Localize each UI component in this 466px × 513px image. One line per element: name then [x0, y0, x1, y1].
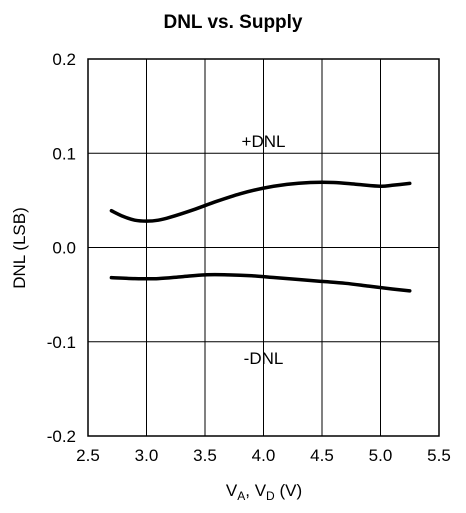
x-tick-label: 4.5 [310, 446, 334, 465]
x-axis-label-sub-d: D [266, 489, 275, 503]
x-axis-label-unit: (V) [275, 481, 302, 500]
y-tick-label: 0.2 [52, 50, 76, 69]
y-axis-label: DNL (LSB) [10, 207, 29, 289]
y-tick-labels: 0.2 0.1 0.0 -0.1 -0.2 [47, 50, 76, 446]
annotation-label: +DNL [242, 132, 286, 151]
y-tick-label: -0.1 [47, 333, 76, 352]
x-axis-label-sep: , [245, 481, 254, 500]
chart-title: DNL vs. Supply [163, 12, 302, 33]
x-tick-label: 5.0 [369, 446, 393, 465]
x-tick-label: 4.0 [252, 446, 276, 465]
grid [87, 58, 440, 437]
x-tick-label: 2.5 [76, 446, 100, 465]
y-tick-label: -0.2 [47, 427, 76, 446]
x-tick-label: 3.0 [135, 446, 159, 465]
series-line-minus-dnl [109, 272, 412, 293]
annotation-label: -DNL [244, 349, 284, 368]
plot-frame [87, 58, 440, 437]
x-axis-label-v2: V [255, 481, 267, 500]
series-lines [109, 180, 412, 293]
x-axis-label: VA, VD (V) [226, 481, 302, 503]
y-tick-label: 0.0 [52, 239, 76, 258]
x-tick-label: 3.5 [193, 446, 217, 465]
x-tick-label: 5.5 [427, 446, 451, 465]
series-line-plus-dnl [109, 180, 412, 223]
annotations: +DNL -DNL [242, 132, 286, 368]
x-axis-label-sub-a: A [237, 489, 245, 503]
x-tick-labels: 2.5 3.0 3.5 4.0 4.5 5.0 5.5 [76, 446, 451, 465]
x-axis-label-v1: V [226, 481, 238, 500]
y-tick-label: 0.1 [52, 144, 76, 163]
